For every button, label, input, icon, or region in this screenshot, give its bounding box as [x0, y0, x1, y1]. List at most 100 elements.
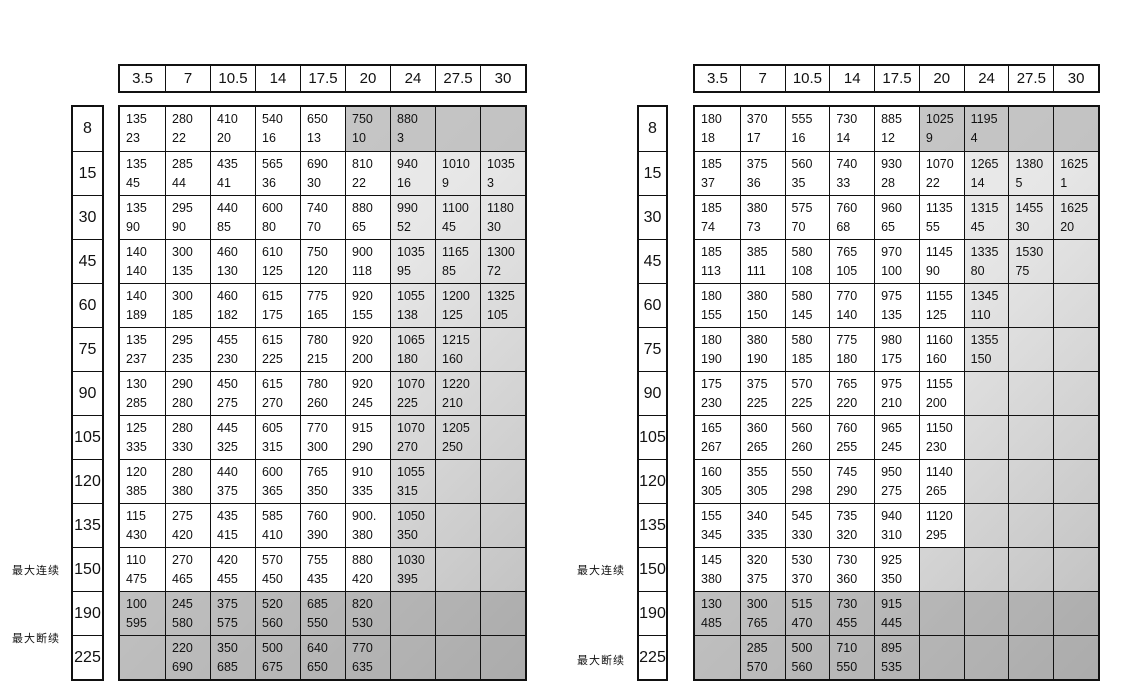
cell-value-bottom: 140 — [126, 263, 147, 278]
column-label: 20 — [918, 66, 964, 91]
table-cell: 600 365 — [255, 459, 300, 503]
cell-value-top: 760 — [307, 508, 328, 523]
column-label: 7 — [739, 66, 785, 91]
table-cell: 340 335 — [739, 503, 785, 547]
cell-value-bottom: 465 — [172, 571, 193, 586]
cell-value-top: 690 — [307, 156, 328, 171]
cell-value-top: 810 — [352, 156, 373, 171]
cell-value-top: 530 — [791, 552, 813, 567]
cell-value-top: 760 — [836, 200, 858, 215]
cell-value-top: 165 — [701, 420, 722, 435]
table-cell: 760 390 — [300, 503, 345, 547]
cell-value-top: 900. — [352, 508, 377, 523]
table-cell: 420 455 — [210, 547, 255, 591]
cell-value-bottom: 90 — [172, 219, 186, 234]
table-cell: 135 45 — [120, 151, 165, 195]
table-cell: 685 550 — [300, 591, 345, 635]
cell-value-top: 1070 — [925, 156, 954, 171]
cell-value-top: 1355 — [970, 332, 999, 347]
table-cell: 1180 30 — [480, 195, 525, 239]
table-cell: 990 52 — [390, 195, 435, 239]
cell-value-bottom: 210 — [442, 395, 463, 410]
table-cell: 435 41 — [210, 151, 255, 195]
cell-value-top: 1160 — [925, 332, 953, 347]
cell-value-bottom: 3 — [487, 175, 494, 190]
cell-value-bottom: 155 — [701, 307, 722, 322]
table-cell: 580 185 — [784, 327, 830, 371]
cell-value-bottom: 335 — [126, 439, 147, 454]
cell-value-bottom: 280 — [172, 395, 193, 410]
table-cell: 750 120 — [300, 239, 345, 283]
table-cell: 820 530 — [345, 591, 390, 635]
cell-value-top: 915 — [352, 420, 373, 435]
cell-value-bottom: 330 — [791, 527, 813, 542]
cell-value-top: 1100 — [442, 200, 469, 215]
cell-value-bottom: 80 — [262, 219, 276, 234]
cell-value-bottom: 570 — [746, 659, 768, 674]
max-continuous-label: 最大连续 — [12, 565, 60, 577]
row-label: 190 — [639, 591, 666, 635]
cell-value-bottom: 375 — [746, 571, 768, 586]
table-cell — [435, 503, 480, 547]
table-cell: 1625 1 — [1053, 151, 1098, 195]
cell-value-top: 1140 — [925, 464, 953, 479]
cell-value-bottom: 765 — [746, 615, 768, 630]
cell-value-top: 280 — [172, 420, 193, 435]
column-header: 3.5 7 10.5 14 17.5 20 24 27.5 30 — [118, 64, 527, 93]
cell-value-bottom: 315 — [397, 483, 418, 498]
table-cell: 440 375 — [210, 459, 255, 503]
table-cell: 295 235 — [165, 327, 210, 371]
table-cell: 410 20 — [210, 107, 255, 151]
cell-value-top: 755 — [307, 552, 328, 567]
cell-value-bottom: 190 — [746, 351, 768, 366]
cell-value-top: 895 — [881, 640, 902, 655]
cell-value-top: 610 — [262, 244, 283, 259]
table-cell: 780 260 — [300, 371, 345, 415]
table-cell: 500 675 — [255, 635, 300, 679]
cell-value-bottom: 595 — [126, 615, 147, 630]
table-cell: 895 535 — [874, 635, 919, 679]
table-cell — [1053, 239, 1098, 283]
cell-value-bottom: 380 — [172, 483, 193, 498]
cell-value-bottom: 275 — [881, 483, 902, 498]
cell-value-bottom: 215 — [307, 351, 328, 366]
cell-value-bottom: 535 — [881, 659, 902, 674]
cell-value-bottom: 138 — [397, 307, 418, 322]
column-label: 30 — [1053, 66, 1098, 91]
table-cell — [1008, 503, 1054, 547]
table-cell: 460 182 — [210, 283, 255, 327]
cell-value-bottom: 325 — [217, 439, 238, 454]
cell-value-bottom: 16 — [791, 131, 806, 145]
cell-value-bottom: 250 — [442, 439, 463, 454]
cell-value-top: 580 — [791, 244, 813, 259]
cell-value-top: 295 — [172, 332, 193, 347]
column-label: 17.5 — [874, 66, 919, 91]
cell-value-bottom: 72 — [487, 263, 501, 278]
cell-value-top: 585 — [262, 508, 283, 523]
table-cell — [918, 547, 964, 591]
table-cell: 740 70 — [300, 195, 345, 239]
column-label: 24 — [390, 66, 435, 91]
table-cell — [390, 635, 435, 679]
row-label: 45 — [639, 239, 666, 283]
cell-value-bottom: 255 — [836, 439, 858, 454]
table-cell: 580 108 — [784, 239, 830, 283]
cell-value-top: 220 — [172, 640, 193, 655]
table-cell: 920 155 — [345, 283, 390, 327]
cell-value-bottom: 420 — [172, 527, 193, 542]
cell-value-bottom: 12 — [881, 131, 896, 145]
cell-value-top: 885 — [881, 112, 902, 126]
table-cell: 455 230 — [210, 327, 255, 371]
cell-value-top: 135 — [126, 200, 147, 215]
table-cell: 745 290 — [829, 459, 875, 503]
table-cell: 270 465 — [165, 547, 210, 591]
table-cell — [963, 591, 1009, 635]
cell-value-top: 320 — [746, 552, 768, 567]
column-label: 24 — [963, 66, 1009, 91]
cell-value-top: 1065 — [397, 332, 425, 347]
table-cell: 770 635 — [345, 635, 390, 679]
cell-value-bottom: 130 — [217, 263, 238, 278]
cell-value-top: 385 — [746, 244, 768, 259]
table-cell: 285 570 — [739, 635, 785, 679]
table-cell — [1008, 371, 1054, 415]
